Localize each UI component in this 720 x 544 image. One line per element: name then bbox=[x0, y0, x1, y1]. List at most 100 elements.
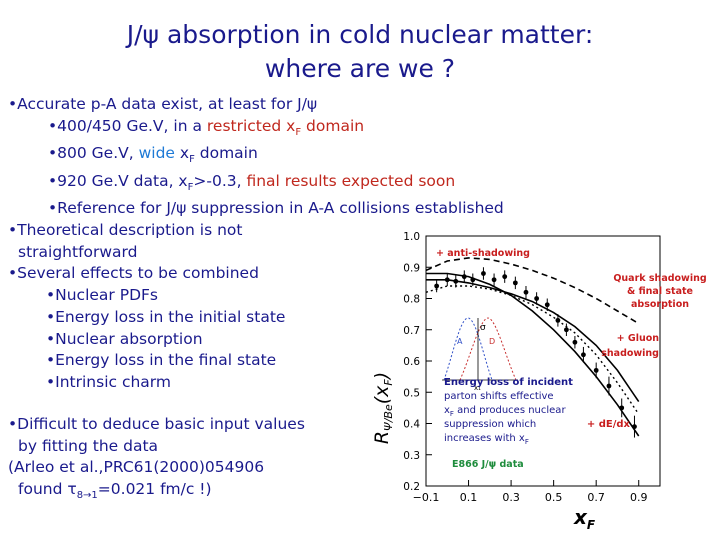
y-tick-label: 0.2 bbox=[403, 481, 420, 493]
bullet-920-text: •920 Ge.V data, x bbox=[48, 171, 188, 190]
x-tick-label: 0.7 bbox=[587, 491, 605, 504]
series-line-2 bbox=[426, 279, 640, 403]
difficulty-line-1: •Difficult to deduce basic input values bbox=[8, 415, 305, 433]
y-tick-label: 0.3 bbox=[403, 450, 420, 462]
axes-layer: 1.0 0.9 0.8 0.7 0.6 0.5 0.4 0.3 0.2−0.1 0.1 0.3 0.5… bbox=[403, 231, 661, 504]
data-point bbox=[581, 352, 586, 358]
y-tick-label: 0.6 bbox=[403, 356, 420, 368]
y-label-arg-end: ) bbox=[371, 372, 393, 381]
data-point bbox=[606, 383, 612, 389]
bullet-920-red: final results expected soon bbox=[246, 171, 456, 190]
label-gluon-1: + Gluon bbox=[617, 333, 660, 344]
theory-bullets: •Theoretical description is not straight… bbox=[8, 220, 368, 394]
label-energy-loss: Energy loss of incident parton shifts ef… bbox=[444, 377, 573, 446]
bullet-800-x: x bbox=[174, 144, 190, 163]
eloss-line-1: Energy loss of incident bbox=[444, 377, 573, 388]
y-tick-label: 0.8 bbox=[403, 294, 420, 306]
effect-energy-loss-final: •Energy loss in the final state bbox=[46, 351, 277, 370]
inset-d: D bbox=[489, 337, 495, 346]
tau-result-line: found τ8→1=0.021 fm/c !) bbox=[8, 479, 368, 507]
data-point bbox=[534, 296, 540, 301]
tau-sub: 8→1 bbox=[76, 490, 98, 502]
x-tick-label: 0.1 bbox=[460, 491, 478, 504]
eloss-line-3: xF and produces nuclear bbox=[444, 405, 566, 418]
data-point bbox=[555, 317, 561, 323]
x-tick-label: 0.5 bbox=[545, 491, 563, 504]
label-quark-3: absorption bbox=[631, 299, 689, 310]
y-tick-label: 1.0 bbox=[403, 231, 420, 243]
data-point bbox=[461, 274, 467, 280]
x-label-sub: F bbox=[587, 518, 596, 532]
y-label-arg: (x bbox=[371, 385, 393, 404]
label-anti-shadowing: + anti-shadowing bbox=[436, 248, 530, 259]
bullet-800-blue: wide bbox=[138, 144, 175, 163]
eloss-3-x: x bbox=[444, 405, 450, 416]
tau-pre: found τ bbox=[18, 480, 77, 499]
bullet-920-sub: F bbox=[187, 181, 194, 193]
data-point bbox=[470, 277, 476, 283]
eloss-5-sub: F bbox=[525, 438, 529, 446]
inset-sketch: σ A D x₁ bbox=[442, 317, 518, 392]
label-quark-shadowing: Quark shadowing & final state absorption bbox=[613, 273, 706, 310]
y-tick-label: 0.7 bbox=[403, 325, 420, 337]
y-label-r: R bbox=[371, 431, 393, 444]
eloss-5-pre: increases with x bbox=[444, 433, 525, 444]
x-axis-label: xF bbox=[573, 505, 596, 532]
data-point bbox=[544, 302, 550, 308]
difficulty-bullets: •Difficult to deduce basic input values … bbox=[8, 414, 368, 507]
x-tick-label: 0.3 bbox=[502, 491, 520, 504]
series-line-4 bbox=[426, 272, 640, 437]
slide-title: J/ψ absorption in cold nuclear matter: w… bbox=[0, 18, 720, 86]
label-quark-1: Quark shadowing bbox=[613, 273, 706, 284]
y-label-sub: Ψ/Be bbox=[382, 404, 395, 431]
bullet-400-450: •400/450 Ge.V, in a restricted xF domain bbox=[8, 116, 504, 144]
data-point bbox=[434, 283, 440, 289]
effect-nuclear-pdfs: •Nuclear PDFs bbox=[46, 286, 158, 305]
y-label-arg-sub: F bbox=[382, 379, 395, 386]
bullet-800-post: domain bbox=[194, 144, 258, 163]
inset-curve-d bbox=[459, 317, 517, 381]
data-point bbox=[502, 274, 508, 280]
label-e866: E866 J/ψ data bbox=[452, 459, 524, 470]
data-point bbox=[593, 367, 599, 373]
bullet-400-post: domain bbox=[301, 116, 365, 135]
data-point bbox=[564, 327, 569, 333]
title-line-2: where are we ? bbox=[264, 54, 456, 83]
theory-line-1: •Theoretical description is not bbox=[8, 221, 243, 239]
data-point bbox=[619, 405, 625, 411]
x-tick-label: −0.1 bbox=[413, 491, 440, 504]
data-point bbox=[632, 424, 637, 430]
eloss-line-4: suppression which bbox=[444, 419, 536, 430]
suppression-plot: 1.0 0.9 0.8 0.7 0.6 0.5 0.4 0.3 0.2 −0.1 0.1 0.3 0.5… bbox=[360, 218, 720, 540]
effect-intrinsic-charm: •Intrinsic charm bbox=[46, 372, 171, 391]
title-line-1: J/ψ absorption in cold nuclear matter: bbox=[126, 20, 594, 49]
bullet-400-text: •400/450 Ge.V, in a bbox=[48, 116, 207, 135]
series-layer bbox=[425, 257, 640, 437]
points-layer bbox=[434, 267, 637, 438]
label-gluon-2: shadowing bbox=[601, 348, 659, 359]
x-tick-label: 0.9 bbox=[630, 491, 648, 504]
plot-svg: 1.0 0.9 0.8 0.7 0.6 0.5 0.4 0.3 0.2−0.1 0.1 0.3 0.5… bbox=[371, 231, 707, 532]
svg-text:RΨ/Be(xF): RΨ/Be(xF) bbox=[371, 372, 395, 444]
data-point bbox=[523, 289, 529, 295]
inset-sigma: σ bbox=[480, 323, 486, 333]
series-line-3 bbox=[425, 285, 640, 415]
bullet-800-text: •800 Ge.V, bbox=[48, 144, 139, 163]
data-point bbox=[453, 278, 459, 284]
label-gluon-shadowing: + Gluon shadowing bbox=[601, 333, 659, 359]
bullet-reference: •Reference for J/ψ suppression in A-A co… bbox=[48, 199, 504, 218]
bullet-800: •800 Ge.V, wide xF domain bbox=[8, 143, 504, 171]
tau-post: =0.021 fm/c !) bbox=[97, 480, 212, 499]
bullet-accurate-data: •Accurate p-A data exist, at least for J… bbox=[8, 95, 318, 113]
y-tick-label: 0.9 bbox=[403, 262, 420, 274]
bullet-920: •920 Ge.V data, xF>-0.3, final results e… bbox=[8, 171, 504, 199]
data-status-bullets: •Accurate p-A data exist, at least for J… bbox=[8, 94, 504, 220]
data-point bbox=[444, 277, 450, 283]
x-label-x: x bbox=[573, 505, 588, 529]
effect-nuclear-absorption: •Nuclear absorption bbox=[46, 329, 203, 348]
theory-line-2: straightforward bbox=[18, 242, 138, 261]
theory-line-3: •Several effects to be combined bbox=[8, 264, 259, 283]
label-dedx: + dE/dx bbox=[587, 419, 631, 430]
bullet-400-sub: F bbox=[295, 126, 302, 138]
data-point bbox=[491, 277, 497, 283]
